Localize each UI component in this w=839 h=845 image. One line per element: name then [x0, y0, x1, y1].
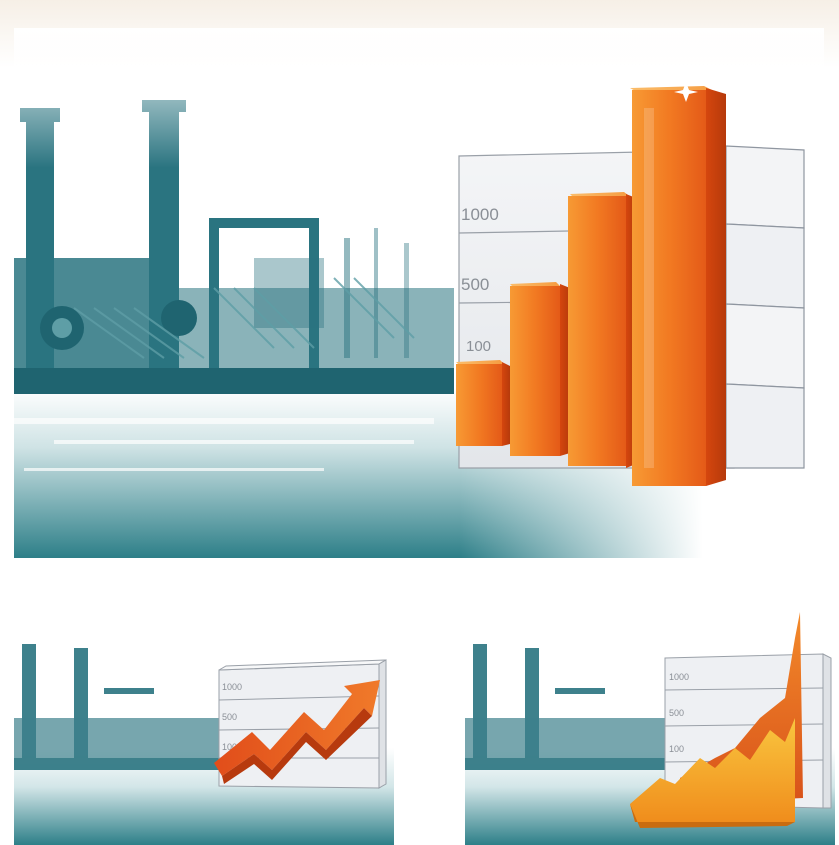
area-chart-illustration: 1000 500 100 — [465, 608, 835, 845]
tick-label-100: 100 — [669, 744, 684, 754]
tick-label-500: 500 — [669, 708, 684, 718]
factory-silhouette-small-1 — [14, 644, 234, 770]
bar-1 — [456, 360, 510, 446]
tick-label-1000: 1000 — [461, 205, 499, 224]
tick-label-500: 500 — [461, 275, 489, 294]
main-svg: 1000 500 100 — [14, 28, 824, 558]
bar-3 — [568, 192, 636, 468]
zigzag-arrow — [214, 680, 380, 784]
line-arrow-svg: 1000 500 100 — [14, 644, 394, 845]
factory-silhouette — [14, 100, 454, 394]
main-illustration: 1000 500 100 — [14, 28, 824, 558]
tick-label-1000: 1000 — [669, 672, 689, 682]
sparkle-icon — [674, 82, 698, 102]
area-chart-svg: 1000 500 100 — [465, 612, 835, 845]
tick-label-100: 100 — [222, 742, 237, 752]
factory-silhouette-small-2 — [465, 644, 675, 770]
bar-4 — [630, 86, 726, 486]
tick-label-500: 500 — [222, 712, 237, 722]
tick-label-100: 100 — [466, 338, 491, 355]
line-arrow-illustration: 1000 500 100 — [14, 608, 394, 845]
area-series-front — [630, 718, 795, 828]
tick-label-1000: 1000 — [222, 682, 242, 692]
bar-2 — [510, 282, 570, 456]
